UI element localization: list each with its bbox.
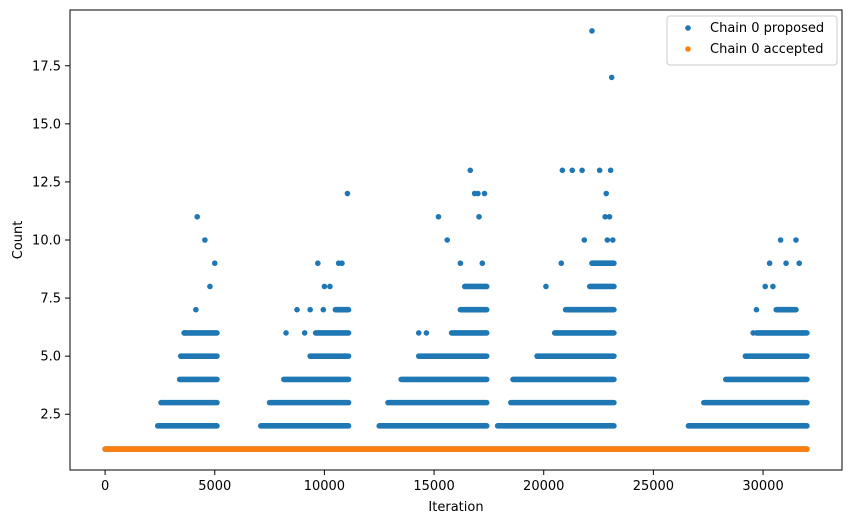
series-0-point-16 <box>339 260 345 267</box>
y-tick-label-3: 10.0 <box>32 234 61 249</box>
series-0-point-54 <box>796 260 803 267</box>
series-0-point-17 <box>344 190 351 197</box>
series-0-point-4 <box>202 237 208 243</box>
series-0-point-1 <box>181 330 188 336</box>
series-0-point-50 <box>770 283 776 290</box>
series-0-point-9 <box>301 330 308 336</box>
series-0-point-43 <box>608 74 615 81</box>
series-0-point-20 <box>435 213 442 220</box>
series-0-point-32 <box>559 167 566 174</box>
x-tick-label-3: 15000 <box>413 479 454 494</box>
legend: Chain 0 proposed Chain 0 accepted <box>666 15 838 66</box>
series-0-point-44 <box>610 237 616 243</box>
series-0-point-11 <box>315 260 321 267</box>
series-0-point-18 <box>415 330 422 336</box>
series-0-point-6 <box>211 260 218 267</box>
series-0-point-29 <box>534 353 540 359</box>
plot-background <box>70 10 842 470</box>
series-0-point-38 <box>602 213 608 220</box>
y-tick-label-5: 15.0 <box>32 117 61 132</box>
series-0-point-8 <box>294 306 300 313</box>
series-0-point-34 <box>579 167 585 174</box>
legend-label-accepted: Chain 0 accepted <box>710 42 824 57</box>
x-tick-label-1: 5000 <box>198 479 231 494</box>
series-0-point-14 <box>327 283 333 290</box>
legend-marker-accepted <box>685 46 691 52</box>
y-tick-label-1: 5.0 <box>40 350 61 365</box>
series-0-point-31 <box>558 260 565 267</box>
axes: 0 5000 10000 15000 20000 25000 30000 2.5 5.0 7.5 1… <box>32 9 843 494</box>
x-tick-label-0: 0 <box>101 479 109 494</box>
series-0-point-52 <box>783 260 789 267</box>
series-0-point-23 <box>467 167 474 174</box>
series-0-point-25 <box>475 190 481 197</box>
series-0-point-35 <box>581 237 588 243</box>
series-0-point-10 <box>307 306 313 313</box>
series-0-point-53 <box>793 237 799 243</box>
y-tick-label-6: 17.5 <box>32 59 61 74</box>
series-0-point-49 <box>766 260 773 267</box>
x-tick-label-6: 30000 <box>742 479 783 494</box>
series-0-point-46 <box>753 306 760 313</box>
series-0-point-41 <box>606 213 613 220</box>
series-0-point-33 <box>569 167 576 174</box>
y-axis-label: Count <box>11 221 26 260</box>
data-marks <box>102 28 810 452</box>
series-0-point-7 <box>283 330 289 336</box>
legend-frame <box>666 15 838 66</box>
series-0-point-40 <box>604 237 611 243</box>
series-0-point-28 <box>481 190 488 197</box>
y-tick-label-0: 2.5 <box>40 408 61 423</box>
series-0-point-42 <box>607 167 614 174</box>
x-tick-label-4: 20000 <box>523 479 564 494</box>
legend-marker-proposed <box>685 25 691 31</box>
series-0-point-3 <box>194 213 201 220</box>
series-0-point-13 <box>321 283 328 290</box>
y-tick-label-2: 7.5 <box>40 292 61 307</box>
series-0-point-30 <box>543 283 549 290</box>
series-0-point-45 <box>742 353 749 359</box>
x-tick-label-5: 25000 <box>633 479 674 494</box>
x-axis-label: Iteration <box>428 500 483 515</box>
series-0-point-2 <box>193 306 199 313</box>
series-0-point-27 <box>479 260 486 267</box>
series-0-point-47 <box>750 330 756 336</box>
series-0-point-19 <box>423 330 430 336</box>
series-0-point-39 <box>603 190 610 197</box>
series-0-point-0 <box>178 353 184 359</box>
series-0-point-37 <box>596 167 603 174</box>
series-0-point-5 <box>207 283 213 290</box>
series-0-point-48 <box>762 283 769 290</box>
series-0-point-22 <box>457 260 464 267</box>
series-0-point-21 <box>444 237 451 243</box>
series-0-point-55 <box>799 330 806 336</box>
series-0-point-12 <box>320 306 327 313</box>
series-0-point-26 <box>476 213 482 220</box>
y-tick-label-4: 12.5 <box>32 175 61 190</box>
series-0-point-51 <box>777 237 784 243</box>
legend-label-proposed: Chain 0 proposed <box>710 21 824 36</box>
x-tick-label-2: 10000 <box>304 479 345 494</box>
series-0-point-36 <box>589 28 595 34</box>
